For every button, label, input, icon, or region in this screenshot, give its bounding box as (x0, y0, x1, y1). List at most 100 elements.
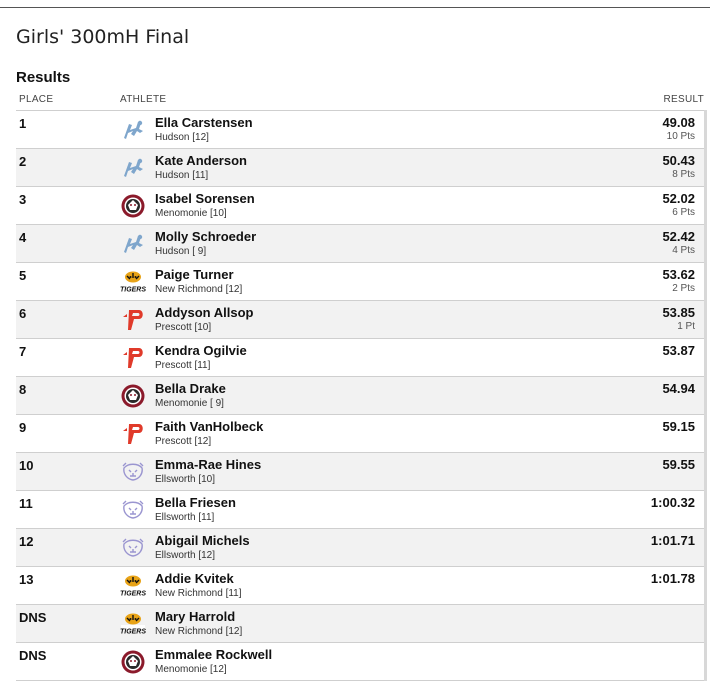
table-row[interactable]: 11 Bella Friesen Ellsworth [11] 1:00.32 (16, 491, 704, 529)
school-link[interactable]: Menomonie [ 9] (155, 398, 224, 409)
points: 1 Pt (677, 321, 695, 332)
points: 6 Pts (672, 207, 695, 218)
result-mark: 1:01.78 (650, 571, 695, 586)
place: 10 (19, 458, 34, 473)
school-link[interactable]: Ellsworth [11] (155, 512, 215, 523)
place: 12 (19, 534, 34, 549)
athlete-name-link[interactable]: Bella Friesen (155, 495, 236, 510)
table-row[interactable]: 2 Kate Anderson Hudson [11] 50.43 8 Pts (16, 149, 704, 187)
menomonie-logo-icon (120, 194, 146, 218)
place: 11 (19, 496, 33, 511)
place: DNS (19, 648, 47, 663)
logo-wordmark: TIGERS (120, 287, 146, 294)
table-row[interactable]: 10 Emma-Rae Hines Ellsworth [10] 59.55 (16, 453, 704, 491)
ellsworth-logo-icon (120, 460, 146, 484)
school-link[interactable]: Ellsworth [12] (155, 550, 216, 561)
table-row[interactable]: 7 Kendra Ogilvie Prescott [11] 53.87 (16, 339, 704, 377)
place: DNS (19, 610, 47, 625)
place: 13 (19, 572, 34, 587)
result-mark: 53.62 (662, 267, 695, 282)
result-mark: 52.42 (662, 229, 695, 244)
school-link[interactable]: Hudson [11] (155, 170, 209, 181)
athlete-name-link[interactable]: Emmalee Rockwell (155, 647, 273, 662)
result-mark: 50.43 (662, 153, 695, 168)
column-header-place[interactable]: PLACE (19, 94, 54, 105)
table-row[interactable]: 4 Molly Schroeder Hudson [ 9] 52.42 4 Pt… (16, 225, 704, 263)
athlete-name-link[interactable]: Faith VanHolbeck (155, 419, 264, 434)
athlete-name-link[interactable]: Addyson Allsop (155, 305, 254, 320)
page-title: Girls' 300mH Final (16, 26, 190, 48)
table-row[interactable]: 5 TIGERS Paige Turner New Richmond [12] … (16, 263, 704, 301)
table-header: PLACE ATHLETE RESULT (16, 94, 704, 110)
menomonie-logo-icon (120, 384, 146, 408)
result-mark: 1:00.32 (650, 495, 695, 510)
logo-wordmark: TIGERS (120, 629, 146, 636)
table-row[interactable]: 13 TIGERS Addie Kvitek New Richmond [11]… (16, 567, 704, 605)
place: 8 (19, 382, 27, 397)
athlete-name-link[interactable]: Kendra Ogilvie (155, 343, 247, 358)
athlete-name-link[interactable]: Bella Drake (155, 381, 226, 396)
result-mark: 59.15 (662, 419, 695, 434)
result-mark: 1:01.71 (650, 533, 695, 548)
place: 7 (19, 344, 27, 359)
table-row[interactable]: 8 Bella Drake Menomonie [ 9] 54.94 (16, 377, 704, 415)
table-row[interactable]: 1 Ella Carstensen Hudson [12] 49.08 10 P… (16, 111, 704, 149)
athlete-name-link[interactable]: Ella Carstensen (155, 115, 253, 130)
school-link[interactable]: Menomonie [12] (155, 664, 227, 675)
ellsworth-logo-icon (120, 536, 146, 560)
result-mark: 53.85 (662, 305, 695, 320)
school-link[interactable]: New Richmond [12] (155, 284, 243, 295)
school-link[interactable]: New Richmond [12] (155, 626, 243, 637)
table-row[interactable]: DNS TIGERS Mary Harrold New Richmond [12… (16, 605, 704, 643)
prescott-logo-icon (120, 422, 146, 446)
points: 10 Pts (666, 131, 695, 142)
result-mark: 52.02 (662, 191, 695, 206)
result-mark: 49.08 (662, 115, 695, 130)
table-row[interactable]: 3 Isabel Sorensen Menomonie [10] 52.02 6… (16, 187, 704, 225)
school-link[interactable]: Menomonie [10] (155, 208, 227, 219)
school-link[interactable]: Hudson [12] (155, 132, 209, 143)
logo-wordmark: TIGERS (120, 591, 146, 598)
school-link[interactable]: Prescott [12] (155, 436, 212, 447)
prescott-logo-icon (120, 308, 146, 332)
table-row[interactable]: 6 Addyson Allsop Prescott [10] 53.85 1 P… (16, 301, 704, 339)
result-mark: 53.87 (662, 343, 695, 358)
table-row[interactable]: 12 Abigail Michels Ellsworth [12] 1:01.7… (16, 529, 704, 567)
top-divider (0, 7, 710, 8)
points: 8 Pts (672, 169, 695, 180)
athlete-name-link[interactable]: Paige Turner (155, 267, 234, 282)
column-header-athlete[interactable]: ATHLETE (120, 94, 167, 105)
athlete-name-link[interactable]: Mary Harrold (155, 609, 236, 624)
school-link[interactable]: New Richmond [11] (155, 588, 242, 599)
school-link[interactable]: Ellsworth [10] (155, 474, 216, 485)
table-row[interactable]: DNS Emmalee Rockwell Menomonie [12] (16, 643, 704, 681)
menomonie-logo-icon (120, 650, 146, 674)
athlete-name-link[interactable]: Molly Schroeder (155, 229, 257, 244)
athlete-name-link[interactable]: Emma-Rae Hines (155, 457, 262, 472)
new-richmond-logo-icon: TIGERS (120, 270, 146, 294)
hudson-logo-icon (120, 156, 146, 180)
section-title: Results (16, 69, 71, 86)
table-row[interactable]: 9 Faith VanHolbeck Prescott [12] 59.15 (16, 415, 704, 453)
athlete-name-link[interactable]: Kate Anderson (155, 153, 247, 168)
athlete-name-link[interactable]: Addie Kvitek (155, 571, 234, 586)
athlete-name-link[interactable]: Isabel Sorensen (155, 191, 255, 206)
scrollbar[interactable] (704, 110, 707, 681)
place: 9 (19, 420, 27, 435)
place: 6 (19, 306, 27, 321)
new-richmond-logo-icon: TIGERS (120, 574, 146, 598)
place: 1 (19, 116, 27, 131)
points: 2 Pts (672, 283, 695, 294)
column-header-result[interactable]: RESULT (663, 94, 704, 105)
results-table: 1 Ella Carstensen Hudson [12] 49.08 10 P… (16, 110, 704, 681)
school-link[interactable]: Prescott [11] (155, 360, 211, 371)
result-mark: 59.55 (662, 457, 695, 472)
result-mark: 54.94 (662, 381, 695, 396)
school-link[interactable]: Hudson [ 9] (155, 246, 207, 257)
prescott-logo-icon (120, 346, 146, 370)
hudson-logo-icon (120, 232, 146, 256)
points: 4 Pts (672, 245, 695, 256)
hudson-logo-icon (120, 118, 146, 142)
athlete-name-link[interactable]: Abigail Michels (155, 533, 250, 548)
school-link[interactable]: Prescott [10] (155, 322, 212, 333)
